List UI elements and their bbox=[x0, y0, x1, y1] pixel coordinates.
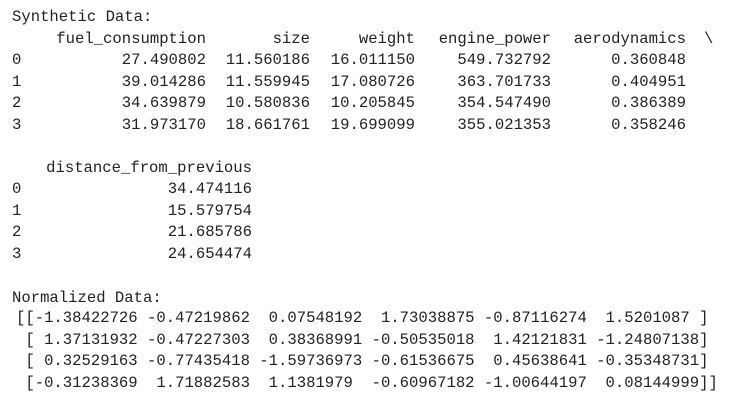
section-title: Normalized Data: bbox=[12, 289, 162, 307]
cell: 354.547490 bbox=[457, 94, 551, 112]
cell: 21.685786 bbox=[167, 223, 252, 241]
row-index: 0 bbox=[12, 180, 22, 198]
cell: 31.973170 bbox=[121, 115, 206, 134]
cell: 10.580836 bbox=[225, 94, 310, 112]
row-index: 2 bbox=[12, 94, 22, 112]
cell: 34.474116 bbox=[167, 180, 252, 198]
cell: 0.358246 bbox=[611, 115, 686, 134]
row-index: 3 bbox=[12, 115, 22, 134]
section-title: Synthetic Data: bbox=[12, 8, 153, 26]
column-header: aerodynamics bbox=[573, 29, 686, 48]
column-header: distance_from_previous bbox=[46, 158, 252, 177]
cell: 0.360848 bbox=[611, 51, 686, 69]
array-line: [ 0.32529163 -0.77435418 -1.59736973 -0.… bbox=[16, 352, 709, 370]
cell: 10.205845 bbox=[330, 94, 415, 112]
cell: 11.560186 bbox=[225, 51, 310, 69]
column-header: engine_power bbox=[438, 29, 551, 48]
row-index: 3 bbox=[12, 244, 22, 263]
row-index: 0 bbox=[12, 51, 22, 69]
cell: 27.490802 bbox=[121, 51, 206, 69]
cell: 17.080726 bbox=[330, 72, 415, 91]
array-line: [-0.31238369 1.71882583 1.1381979 -0.609… bbox=[16, 373, 718, 392]
array-line: [[-1.38422726 -0.47219862 0.07548192 1.7… bbox=[16, 309, 709, 327]
cell: 24.654474 bbox=[167, 244, 252, 263]
array-line: [ 1.37131932 -0.47227303 0.38368991 -0.5… bbox=[16, 330, 709, 349]
row-index: 2 bbox=[12, 223, 22, 241]
cell: 355.021353 bbox=[457, 115, 551, 134]
cell: 549.732792 bbox=[457, 51, 551, 69]
row-index: 1 bbox=[12, 201, 22, 220]
cell: 34.639879 bbox=[121, 94, 206, 112]
cell: 39.014286 bbox=[121, 72, 206, 91]
column-header: fuel_consumption bbox=[56, 29, 206, 48]
cell: 11.559945 bbox=[225, 72, 310, 91]
continuation-mark: \ bbox=[704, 29, 714, 48]
row-index: 1 bbox=[12, 72, 22, 91]
cell: 363.701733 bbox=[457, 72, 551, 91]
column-header: size bbox=[272, 29, 310, 48]
cell: 15.579754 bbox=[167, 201, 252, 220]
cell: 0.386389 bbox=[611, 94, 686, 112]
cell: 16.011150 bbox=[330, 51, 415, 69]
cell: 19.699099 bbox=[330, 115, 415, 134]
column-header: weight bbox=[358, 29, 415, 48]
cell: 0.404951 bbox=[611, 72, 686, 91]
cell: 18.661761 bbox=[225, 115, 310, 134]
